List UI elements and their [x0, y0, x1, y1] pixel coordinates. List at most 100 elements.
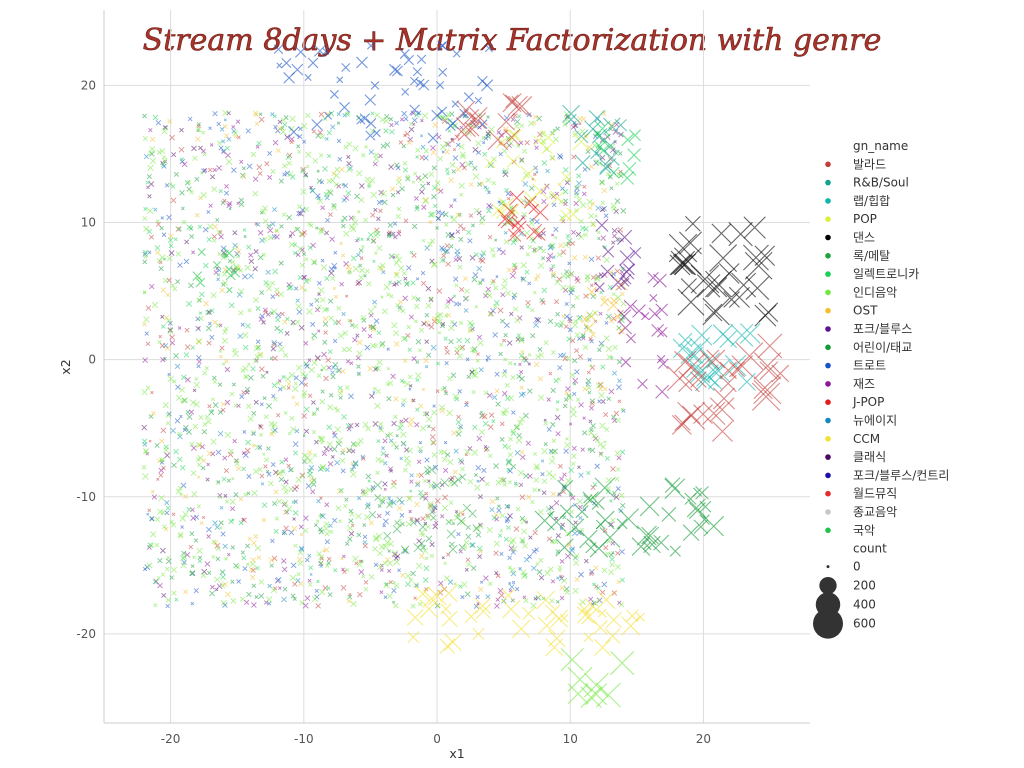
data-point [389, 129, 395, 135]
data-point [505, 459, 513, 467]
legend-swatch [825, 527, 831, 534]
data-point [247, 308, 252, 313]
data-point [197, 442, 203, 448]
data-point [245, 323, 251, 329]
data-point [281, 596, 288, 603]
data-point [403, 133, 407, 138]
data-point [167, 327, 173, 333]
data-point [221, 362, 226, 366]
data-point [356, 170, 363, 177]
data-point [595, 218, 609, 232]
data-point [410, 519, 417, 526]
data-point [359, 256, 364, 261]
data-point [629, 246, 642, 259]
data-point [611, 590, 618, 596]
data-point [553, 378, 559, 384]
data-point [515, 506, 521, 512]
data-point [338, 395, 343, 400]
data-point [328, 523, 333, 528]
data-point [563, 324, 569, 329]
data-point [589, 364, 593, 368]
data-point [451, 169, 456, 174]
data-point [556, 276, 563, 283]
data-point [503, 239, 510, 245]
data-point [145, 305, 152, 311]
data-point [277, 386, 283, 392]
data-point [488, 412, 495, 418]
data-point [368, 573, 375, 580]
data-point [261, 252, 267, 257]
data-point [536, 590, 555, 610]
data-point [378, 342, 385, 349]
data-point [522, 595, 527, 600]
data-point [388, 164, 394, 170]
data-point [290, 426, 297, 432]
data-point [577, 465, 581, 470]
data-point [413, 543, 423, 553]
data-point [398, 421, 405, 428]
data-point [265, 269, 271, 275]
data-point [415, 277, 420, 281]
data-point [558, 214, 566, 222]
data-point [205, 325, 212, 332]
data-point [506, 154, 520, 168]
data-point [383, 128, 389, 134]
data-point [556, 153, 563, 159]
data-point [406, 447, 414, 454]
legend-entry-label: 발라드 [853, 157, 886, 171]
data-point [268, 557, 275, 563]
data-point [411, 223, 418, 230]
data-point [401, 110, 408, 117]
data-point [444, 222, 449, 227]
data-point [376, 200, 382, 205]
data-point [400, 117, 405, 122]
data-point [356, 252, 361, 258]
data-point [702, 401, 726, 425]
data-point [550, 270, 557, 277]
data-point [197, 462, 202, 467]
data-point [491, 180, 496, 186]
data-point [163, 526, 169, 532]
data-point [336, 112, 341, 117]
legend-swatch [825, 307, 831, 314]
data-point [529, 185, 535, 192]
data-point [235, 119, 241, 124]
data-point [247, 536, 252, 541]
data-point [222, 329, 228, 335]
data-point [684, 215, 701, 232]
data-point [341, 413, 347, 420]
data-point [157, 339, 162, 345]
data-point [149, 136, 156, 143]
data-point [245, 543, 251, 549]
data-point [370, 485, 376, 491]
data-point [578, 402, 584, 408]
data-point [499, 437, 505, 442]
data-point [439, 257, 446, 264]
data-point [326, 130, 332, 136]
data-point [402, 167, 409, 173]
data-point [528, 220, 535, 227]
data-point [533, 361, 540, 368]
data-point [678, 231, 702, 255]
data-point [243, 492, 248, 497]
data-point [504, 516, 511, 522]
data-point [213, 576, 221, 583]
data-point [222, 455, 228, 461]
data-point [457, 344, 465, 352]
data-point [487, 234, 493, 240]
data-point [471, 367, 479, 374]
data-point [199, 521, 204, 526]
data-point [198, 414, 204, 420]
data-point [262, 218, 269, 224]
data-point [453, 276, 459, 282]
data-point [145, 180, 150, 185]
data-point [171, 462, 177, 469]
data-point [258, 112, 263, 116]
data-point [318, 588, 326, 596]
data-point [465, 524, 471, 530]
data-point [452, 198, 457, 202]
legend-size-label: 200 [853, 579, 876, 593]
data-point [614, 118, 627, 132]
data-point [262, 396, 267, 401]
